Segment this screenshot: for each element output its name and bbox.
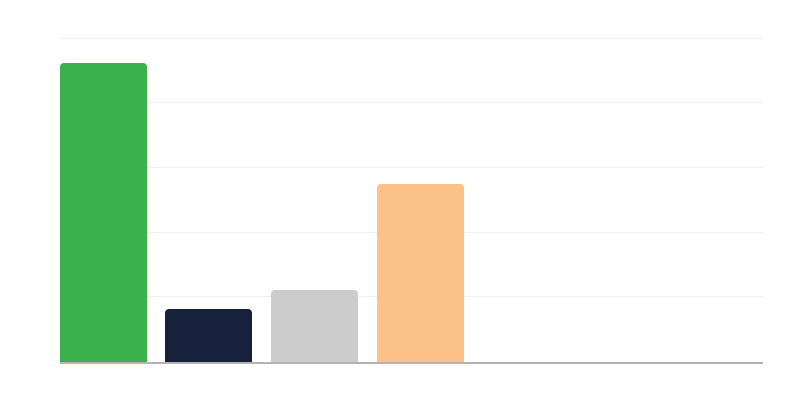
bars-layer — [60, 0, 763, 362]
bar-series-4[interactable] — [377, 184, 464, 362]
gridline-3 — [60, 167, 763, 168]
x-axis-line — [60, 362, 763, 364]
gridline-4 — [60, 102, 763, 103]
bar-series-3[interactable] — [271, 290, 358, 362]
gridline-5 — [60, 38, 763, 39]
bar-series-2[interactable] — [165, 309, 252, 362]
bar-series-1[interactable] — [60, 63, 147, 362]
